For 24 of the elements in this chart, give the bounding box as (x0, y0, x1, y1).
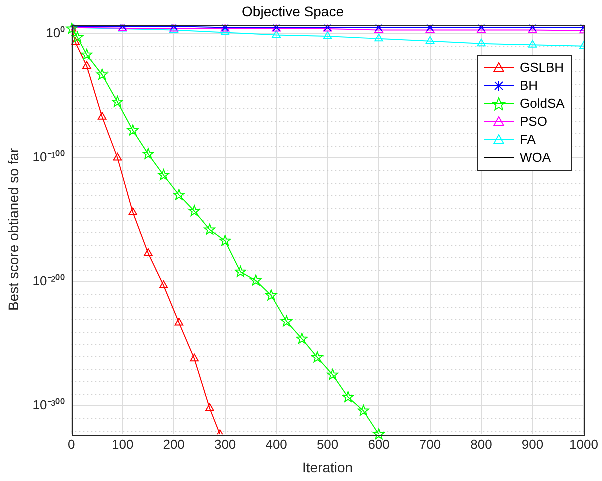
chart-title: Objective Space (242, 3, 344, 20)
legend-label: BH (520, 78, 538, 94)
y-tick-label: 10⁻¹⁰⁰ (32, 150, 66, 165)
y-tick-label: 10⁻²⁰⁰ (32, 274, 66, 289)
legend-label: PSO (520, 114, 548, 130)
x-tick-label: 300 (214, 436, 236, 452)
legend-label: GoldSA (520, 96, 565, 112)
y-tick-label: 10⁰ (46, 26, 66, 41)
legend-label: FA (520, 132, 536, 148)
x-tick-label: 700 (419, 436, 442, 452)
y-axis-title: Best score obtianed so far (5, 148, 22, 312)
x-axis-title: Iteration (302, 459, 354, 476)
x-tick-label: 100 (112, 436, 134, 452)
legend-label: WOA (520, 150, 552, 166)
x-tick-label: 1000 (570, 436, 598, 452)
x-tick-label: 200 (163, 436, 185, 452)
x-tick-label: 400 (266, 436, 288, 452)
x-tick-label: 900 (522, 436, 544, 452)
x-tick-label: 800 (470, 436, 492, 452)
x-tick-label: 500 (316, 436, 339, 452)
x-tick-label: 600 (368, 436, 390, 452)
y-tick-label: 10⁻³⁰⁰ (32, 398, 66, 413)
x-tick-label: 0 (68, 436, 76, 452)
legend-label: GSLBH (520, 60, 564, 76)
